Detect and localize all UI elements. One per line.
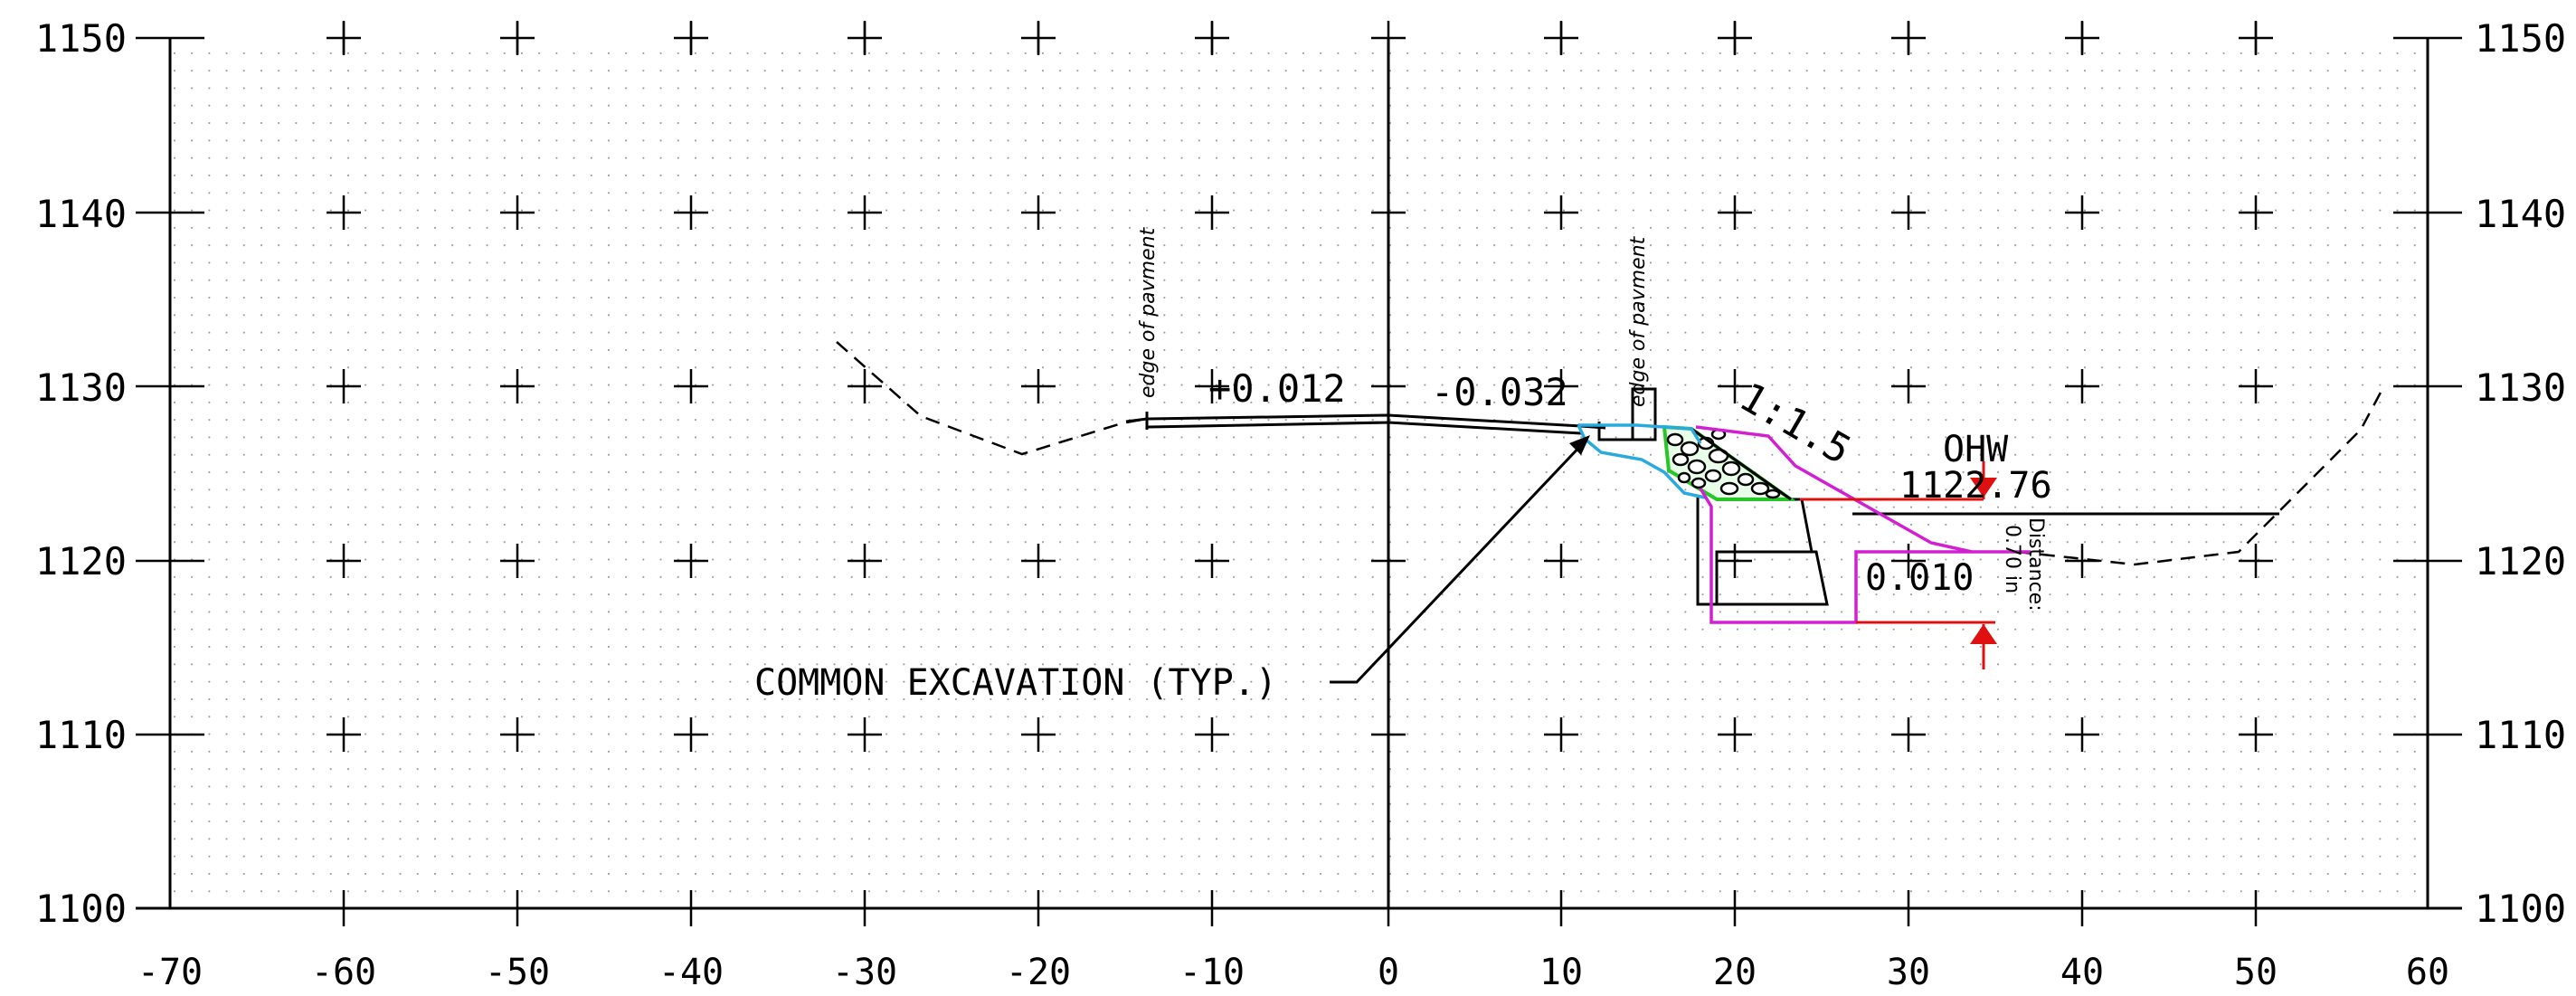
riprap-stone	[1765, 489, 1781, 499]
excavation-cyan-top	[1578, 423, 1702, 444]
grid-marks	[136, 21, 2462, 926]
riprap-stone	[1687, 459, 1707, 475]
cross-slope-right: -0.032	[1431, 370, 1568, 414]
bench-slope-label: 0.010	[1865, 557, 1974, 599]
x-tick-label: -40	[658, 952, 724, 993]
x-tick-label: 50	[2234, 952, 2278, 993]
riprap-stone	[1666, 432, 1684, 447]
edge-of-pavement-label-right: edge of pavment	[1627, 235, 1650, 407]
x-tick-label: -60	[311, 952, 376, 993]
x-tick-label: -10	[1179, 952, 1245, 993]
y-tick-label: 1130	[2475, 365, 2566, 410]
bench-right	[1800, 498, 1814, 553]
existing-ground-right	[2016, 388, 2384, 566]
y-tick-label: 1110	[2475, 713, 2566, 757]
riprap-stone	[1680, 441, 1700, 457]
y-tick-label: 1150	[2475, 16, 2566, 61]
y-tick-label: 1140	[35, 192, 127, 236]
y-tick-label: 1100	[2475, 887, 2566, 931]
cross-slope-left: +0.012	[1208, 366, 1346, 411]
riprap-top-line	[1690, 427, 1792, 501]
distance-value: 0.70 in	[2001, 525, 2023, 593]
ohw-label: OHW	[1943, 429, 2009, 470]
y-axis-labels-left: 1100 1110 1120 1130 1140 1150	[35, 16, 127, 931]
distance-label: Distance:	[2024, 517, 2047, 612]
ohw-elevation-label: 1122.76	[1899, 465, 2052, 507]
riprap-stone	[1704, 469, 1722, 483]
riprap-stone	[1750, 481, 1770, 496]
riprap-stone	[1677, 471, 1691, 484]
bench-structure	[1696, 498, 1829, 606]
common-excavation-callout: COMMON EXCAVATION (TYP.)	[754, 662, 1277, 704]
y-tick-label: 1100	[35, 887, 127, 931]
magenta-lower-box	[1699, 488, 1972, 624]
x-axis-labels: -70 -60 -50 -40 -30 -20 -10 0 10 20 30 4…	[137, 952, 2449, 993]
frame	[136, 38, 2462, 910]
y-tick-label: 1140	[2475, 192, 2566, 236]
curb-wall	[1597, 387, 1657, 441]
y-tick-label: 1120	[35, 539, 127, 583]
riprap-stones	[1666, 428, 1781, 499]
x-tick-label: 40	[2060, 952, 2104, 993]
x-tick-label: -20	[1006, 952, 1071, 993]
riprap-stone	[1721, 460, 1741, 477]
x-tick-label: 20	[1713, 952, 1757, 993]
y-tick-label: 1150	[35, 16, 127, 61]
y-tick-label: 1120	[2475, 539, 2566, 583]
callout-leader	[1330, 440, 1586, 684]
dot-grid	[170, 38, 2428, 908]
magenta-boundary	[1695, 425, 2031, 554]
x-tick-label: 10	[1539, 952, 1583, 993]
x-tick-label: 30	[1887, 952, 1930, 993]
riprap-stone	[1690, 477, 1707, 489]
x-tick-label: 60	[2406, 952, 2449, 993]
y-tick-label: 1110	[35, 713, 127, 757]
callout-arrow-icon	[1569, 435, 1590, 455]
riprap-stone	[1672, 452, 1690, 467]
x-tick-label: -70	[137, 952, 203, 993]
x-tick-label: 0	[1378, 952, 1399, 993]
pavement-bottom	[1146, 421, 1582, 435]
x-tick-label: -50	[485, 952, 550, 993]
y-axis-labels-right: 1100 1110 1120 1130 1140 1150	[2475, 16, 2566, 931]
riprap-stone	[1719, 481, 1739, 496]
x-tick-label: -30	[832, 952, 897, 993]
riprap-stone	[1737, 472, 1755, 487]
y-tick-label: 1130	[35, 365, 127, 410]
edge-of-pavement-label-left: edge of pavment	[1137, 226, 1160, 398]
